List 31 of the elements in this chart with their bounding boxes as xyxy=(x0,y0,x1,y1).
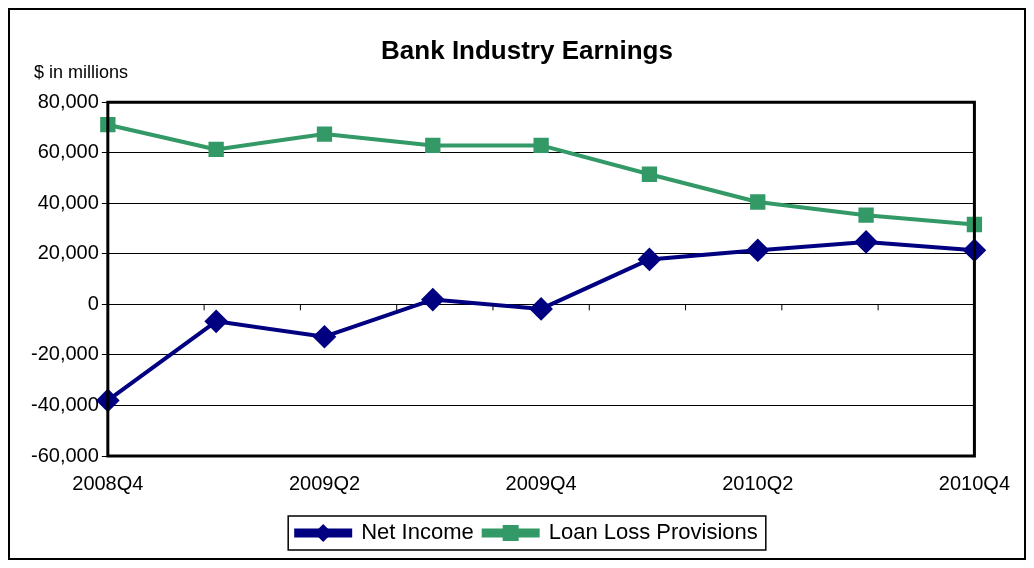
y-tick-label: -60,000 xyxy=(30,443,99,466)
y-tick-label: 60,000 xyxy=(37,140,99,163)
point xyxy=(750,194,766,210)
point xyxy=(313,325,336,348)
point xyxy=(208,141,224,158)
y-tick-label: -40,000 xyxy=(30,392,99,415)
legend-label: Loan Loss Provisions xyxy=(548,519,758,545)
point xyxy=(316,126,333,142)
y-tick-label: 80,000 xyxy=(37,89,99,112)
y-tick-label: -20,000 xyxy=(30,342,99,365)
point xyxy=(858,207,874,223)
y-tick-label: 20,000 xyxy=(37,241,99,264)
point xyxy=(421,288,444,311)
x-tick-label: 2008Q4 xyxy=(72,471,144,494)
point xyxy=(855,230,878,253)
point xyxy=(205,310,228,333)
point xyxy=(530,297,553,320)
legend-label: Net Income xyxy=(361,519,474,545)
y-tick-label: 40,000 xyxy=(37,190,99,213)
chart-title: Bank Industry Earnings xyxy=(381,34,673,65)
point xyxy=(746,239,769,262)
x-tick-label: 2009Q4 xyxy=(505,471,577,494)
point xyxy=(425,137,441,154)
point xyxy=(533,137,549,154)
x-tick-label: 2010Q4 xyxy=(938,471,1010,494)
point xyxy=(641,166,658,182)
point xyxy=(638,248,661,271)
x-tick-label: 2010Q2 xyxy=(722,471,794,494)
x-tick-label: 2009Q2 xyxy=(288,471,361,494)
y-tick-label: 0 xyxy=(87,291,99,314)
y-axis-title: $ in millions xyxy=(34,62,129,83)
